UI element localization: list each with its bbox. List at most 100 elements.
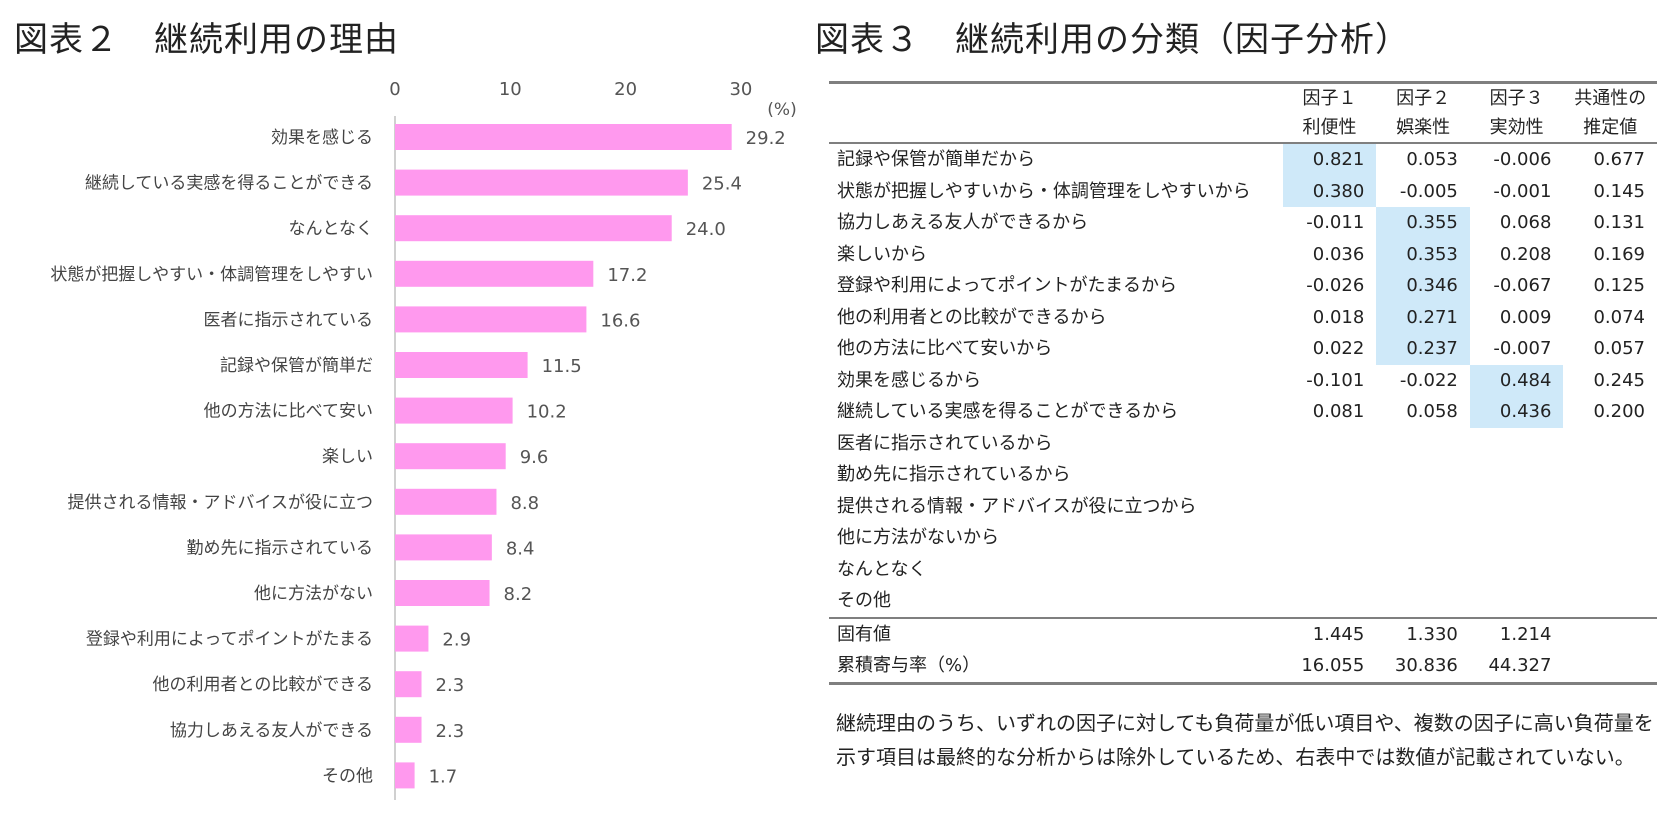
- value-cell: 0.821: [1282, 143, 1377, 176]
- table-row: 効果を感じるから -0.101 -0.022 0.484 0.245: [829, 364, 1657, 396]
- header-communality-line1: 共通性の: [1563, 81, 1657, 113]
- footer-row: 累積寄与率（%） 16.055 30.836 44.327: [829, 650, 1657, 685]
- table-row: 楽しいから 0.036 0.353 0.208 0.169: [829, 238, 1657, 270]
- figure3-title: 図表３ 継続利用の分類（因子分析）: [815, 20, 1410, 60]
- row-label: なんとなく: [837, 558, 927, 580]
- value-cell: [1376, 428, 1470, 460]
- header-factor3-line2: 実効性: [1469, 113, 1564, 144]
- value-cell: 0.484: [1469, 364, 1564, 396]
- value-cell: 0.053: [1406, 149, 1458, 170]
- bar: [395, 488, 497, 515]
- table-row: 協力しあえる友人ができるから -0.011 0.355 0.068 0.131: [829, 207, 1657, 239]
- x-tick-label: 10: [499, 79, 522, 100]
- value-label: 2.3: [436, 721, 465, 742]
- value-cell: 0.009: [1499, 306, 1552, 328]
- table-row: 継続している実感を得ることができるから 0.081 0.058 0.436 0.200: [829, 396, 1657, 428]
- value-cell: 0.081: [1312, 401, 1365, 422]
- reasons-bar-chart: 0 10 20 30 (%) 効果を感じる 29.2 継続している実感を得ることができる 25…: [50, 79, 797, 800]
- category-label: 勤め先に指示されている: [187, 538, 374, 558]
- category-label: 効果を感じる: [271, 128, 373, 148]
- value-cell: [1563, 428, 1657, 460]
- footer-value: 1.214: [1469, 616, 1564, 650]
- row-label: 継続している実感を得ることができるから: [837, 401, 1179, 422]
- table-row: その他: [829, 585, 1657, 618]
- value-cell: [1283, 522, 1377, 554]
- header-corner-lower: [829, 113, 1283, 144]
- row-label: 他の方法に比べて安いから: [837, 338, 1053, 359]
- footer-value: 44.327: [1469, 650, 1564, 685]
- value-cell: [1470, 428, 1564, 460]
- bar: [395, 352, 528, 378]
- value-cell: [1376, 491, 1470, 523]
- value-cell: 0.677: [1593, 149, 1645, 170]
- value-label: 17.2: [607, 265, 647, 286]
- factor-analysis-table: 因子１ 因子２ 因子３ 共通性の 利便性 娯楽性 実効性 推定値 記録や保管が簡…: [829, 81, 1657, 685]
- value-cell: [1376, 585, 1470, 618]
- x-tick-label: 20: [614, 79, 637, 100]
- bar: [395, 169, 688, 196]
- value-cell: [1376, 459, 1470, 491]
- footer-row: 固有値 1.445 1.330 1.214: [829, 616, 1657, 650]
- header-communality-line2: 推定値: [1563, 113, 1657, 144]
- row-label: 他に方法がないから: [837, 527, 999, 548]
- value-cell: -0.067: [1493, 275, 1552, 296]
- table-body: 記録や保管が簡単だから 0.821 0.053 -0.006 0.677 状態が把握しやす…: [829, 143, 1657, 618]
- value-cell: 0.169: [1593, 243, 1645, 265]
- table-row: 登録や利用によってポイントがたまるから -0.026 0.346 -0.067 0.12…: [829, 270, 1657, 302]
- category-label: 継続している実感を得ることができる: [85, 174, 373, 194]
- value-cell: -0.006: [1493, 149, 1552, 170]
- value-label: 29.2: [746, 128, 786, 149]
- value-label: 1.7: [429, 766, 458, 787]
- value-cell: 0.237: [1376, 333, 1470, 365]
- row-label: 効果を感じるから: [837, 369, 981, 391]
- bar: [395, 534, 492, 561]
- footnote: 継続理由のうち、いずれの因子に対しても負荷量が低い項目や、複数の因子に高い負荷量…: [836, 711, 1654, 769]
- category-label: 医者に指示されている: [204, 310, 374, 330]
- category-label: 状態が把握しやすい・体調管理をしやすい: [50, 265, 373, 285]
- value-cell: 0.380: [1282, 175, 1377, 207]
- bar: [395, 443, 506, 470]
- value-cell: [1470, 522, 1564, 554]
- category-label: 他に方法がない: [254, 584, 373, 604]
- table-row: 医者に指示されているから: [829, 428, 1657, 460]
- category-label: なんとなく: [289, 219, 374, 239]
- footer-value: [1563, 650, 1657, 685]
- value-cell: [1563, 522, 1657, 554]
- bar: [395, 397, 513, 424]
- row-label: 楽しいから: [837, 243, 927, 265]
- footer-label: 固有値: [829, 616, 1283, 650]
- row-label: 協力しあえる友人ができるから: [837, 212, 1089, 233]
- value-cell: [1470, 585, 1564, 618]
- row-label: 状態が把握しやすいから・体調管理をしやすいから: [837, 180, 1251, 202]
- value-cell: [1470, 491, 1564, 523]
- value-cell: 0.074: [1593, 306, 1645, 328]
- footer-label: 累積寄与率（%）: [829, 650, 1283, 685]
- bar: [395, 671, 422, 698]
- value-cell: 0.353: [1376, 238, 1470, 270]
- value-cell: [1376, 554, 1470, 586]
- bar: [395, 625, 429, 652]
- value-cell: [1563, 491, 1657, 523]
- bar: [395, 716, 422, 743]
- value-cell: [1470, 459, 1564, 491]
- value-cell: 0.245: [1593, 369, 1645, 391]
- value-label: 10.2: [527, 402, 567, 423]
- category-label: 提供される情報・アドバイスが役に立つ: [68, 493, 374, 513]
- value-label: 8.8: [510, 493, 539, 514]
- category-label: 記録や保管が簡単だ: [220, 356, 373, 376]
- value-label: 8.2: [504, 584, 533, 605]
- table-row: 他に方法がないから: [829, 522, 1657, 554]
- value-cell: [1563, 554, 1657, 586]
- footer-value: [1563, 616, 1657, 650]
- footer-value: 30.836: [1376, 650, 1470, 685]
- value-cell: -0.101: [1306, 369, 1365, 391]
- header-factor1-line2: 利便性: [1282, 113, 1377, 144]
- value-cell: [1376, 522, 1470, 554]
- category-label: 他の方法に比べて安い: [204, 402, 373, 422]
- header-factor2-line2: 娯楽性: [1376, 113, 1470, 144]
- value-label: 9.6: [520, 447, 549, 468]
- value-cell: [1283, 554, 1377, 586]
- header-corner: [829, 81, 1283, 113]
- table-row: なんとなく: [829, 554, 1657, 586]
- footer-value: 1.445: [1282, 616, 1377, 650]
